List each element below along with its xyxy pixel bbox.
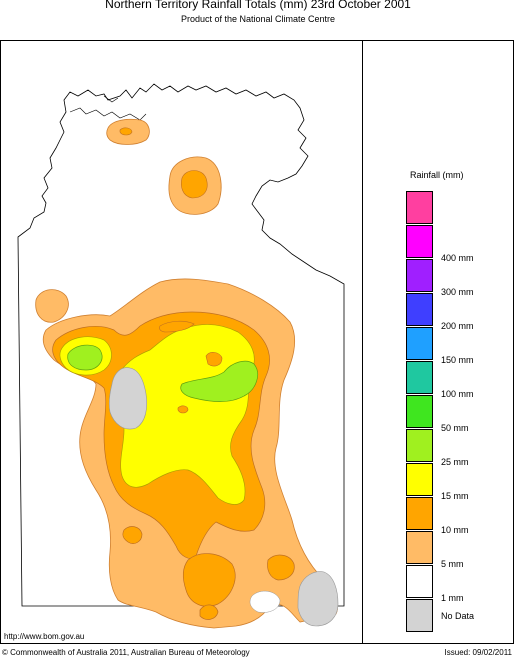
legend-swatch bbox=[406, 361, 433, 394]
legend-swatch bbox=[406, 531, 433, 564]
rain-area-south-5mm-4 bbox=[122, 526, 143, 544]
legend-label: No Data bbox=[441, 611, 475, 621]
copyright-notice: © Commonwealth of Australia 2011, Austra… bbox=[2, 648, 250, 657]
rain-area-south-5mm-3 bbox=[199, 604, 219, 620]
rain-area-south-5mm-1 bbox=[182, 553, 236, 607]
page-subtitle: Product of the National Climate Centre bbox=[180, 14, 336, 24]
no-data-area-1 bbox=[108, 367, 147, 430]
legend-label: 300 mm bbox=[441, 287, 474, 297]
legend-label: 15 mm bbox=[441, 491, 469, 501]
legend-swatch bbox=[406, 497, 433, 530]
legend-label: 200 mm bbox=[441, 321, 474, 331]
legend-swatch bbox=[406, 565, 433, 598]
rain-area-nw-15mm bbox=[67, 344, 103, 371]
legend-label: 25 mm bbox=[441, 457, 469, 467]
legend-swatch bbox=[406, 599, 433, 632]
legend-swatch bbox=[406, 259, 433, 292]
legend-title: Rainfall (mm) bbox=[410, 170, 464, 180]
legend-divider bbox=[362, 40, 363, 644]
rain-area-north-1-core bbox=[119, 127, 133, 136]
legend-swatch bbox=[406, 225, 433, 258]
rain-area-south-white bbox=[249, 590, 281, 613]
issued-date: Issued: 09/02/2011 bbox=[444, 648, 512, 657]
rain-area-west bbox=[35, 289, 69, 323]
rain-area-north-2-core bbox=[181, 170, 208, 199]
legend-label: 5 mm bbox=[441, 559, 464, 569]
rain-area-10mm bbox=[115, 324, 255, 505]
source-url: http://www.bom.gov.au bbox=[4, 632, 85, 641]
legend-label: 100 mm bbox=[441, 389, 474, 399]
legend-swatch bbox=[406, 327, 433, 360]
legend-label: 50 mm bbox=[441, 423, 469, 433]
rain-area-east-15mm bbox=[180, 360, 258, 402]
legend-swatch bbox=[406, 429, 433, 462]
legend-label: 10 mm bbox=[441, 525, 469, 535]
legend-swatch bbox=[406, 191, 433, 224]
legend-label: 1 mm bbox=[441, 593, 464, 603]
no-data-area-2 bbox=[297, 571, 339, 627]
legend-swatch bbox=[406, 293, 433, 326]
map-frame bbox=[0, 40, 514, 644]
page-title: Northern Territory Rainfall Totals (mm) … bbox=[105, 0, 411, 11]
territory-outline bbox=[17, 83, 345, 607]
legend-label: 150 mm bbox=[441, 355, 474, 365]
legend-swatch bbox=[406, 463, 433, 496]
legend-label: 400 mm bbox=[441, 253, 474, 263]
rain-area-south-5mm-2 bbox=[267, 554, 295, 581]
legend-swatch bbox=[406, 395, 433, 428]
